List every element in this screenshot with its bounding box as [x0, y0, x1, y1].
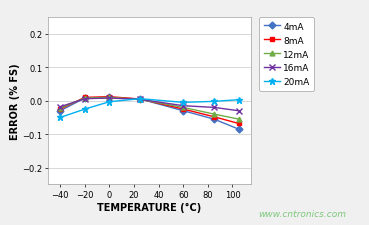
- 8mA: [138, 98, 142, 101]
- 4mA: [107, 97, 112, 99]
- 8mA: [237, 123, 241, 125]
- 20mA: [58, 117, 62, 119]
- Text: www.cntronics.com: www.cntronics.com: [259, 209, 346, 218]
- 12mA: [212, 113, 216, 116]
- 12mA: [237, 118, 241, 121]
- 4mA: [58, 110, 62, 112]
- 20mA: [237, 99, 241, 102]
- 12mA: [58, 107, 62, 110]
- 12mA: [138, 99, 142, 101]
- Line: 8mA: 8mA: [58, 95, 241, 126]
- Line: 20mA: 20mA: [57, 96, 242, 121]
- 4mA: [212, 118, 216, 121]
- 16mA: [212, 107, 216, 109]
- 4mA: [83, 97, 87, 100]
- 4mA: [138, 98, 142, 101]
- 8mA: [83, 97, 87, 99]
- 16mA: [237, 110, 241, 112]
- 4mA: [181, 110, 186, 112]
- Line: 4mA: 4mA: [58, 95, 241, 132]
- 12mA: [107, 97, 112, 99]
- 16mA: [83, 98, 87, 101]
- 8mA: [58, 108, 62, 111]
- 4mA: [237, 128, 241, 131]
- 12mA: [83, 97, 87, 100]
- 8mA: [212, 116, 216, 119]
- 20mA: [107, 101, 112, 104]
- 20mA: [83, 108, 87, 111]
- 20mA: [212, 101, 216, 103]
- Legend: 4mA, 8mA, 12mA, 16mA, 20mA: 4mA, 8mA, 12mA, 16mA, 20mA: [259, 18, 314, 92]
- 20mA: [138, 98, 142, 101]
- 8mA: [107, 96, 112, 99]
- Line: 12mA: 12mA: [58, 95, 241, 122]
- X-axis label: TEMPERATURE (°C): TEMPERATURE (°C): [97, 202, 201, 212]
- 16mA: [138, 99, 142, 101]
- 16mA: [181, 105, 186, 108]
- 20mA: [181, 101, 186, 104]
- 12mA: [181, 107, 186, 109]
- Line: 16mA: 16mA: [58, 96, 241, 114]
- 16mA: [107, 97, 112, 100]
- Y-axis label: ERROR (% FS): ERROR (% FS): [10, 63, 20, 140]
- 8mA: [181, 108, 186, 111]
- 16mA: [58, 106, 62, 109]
